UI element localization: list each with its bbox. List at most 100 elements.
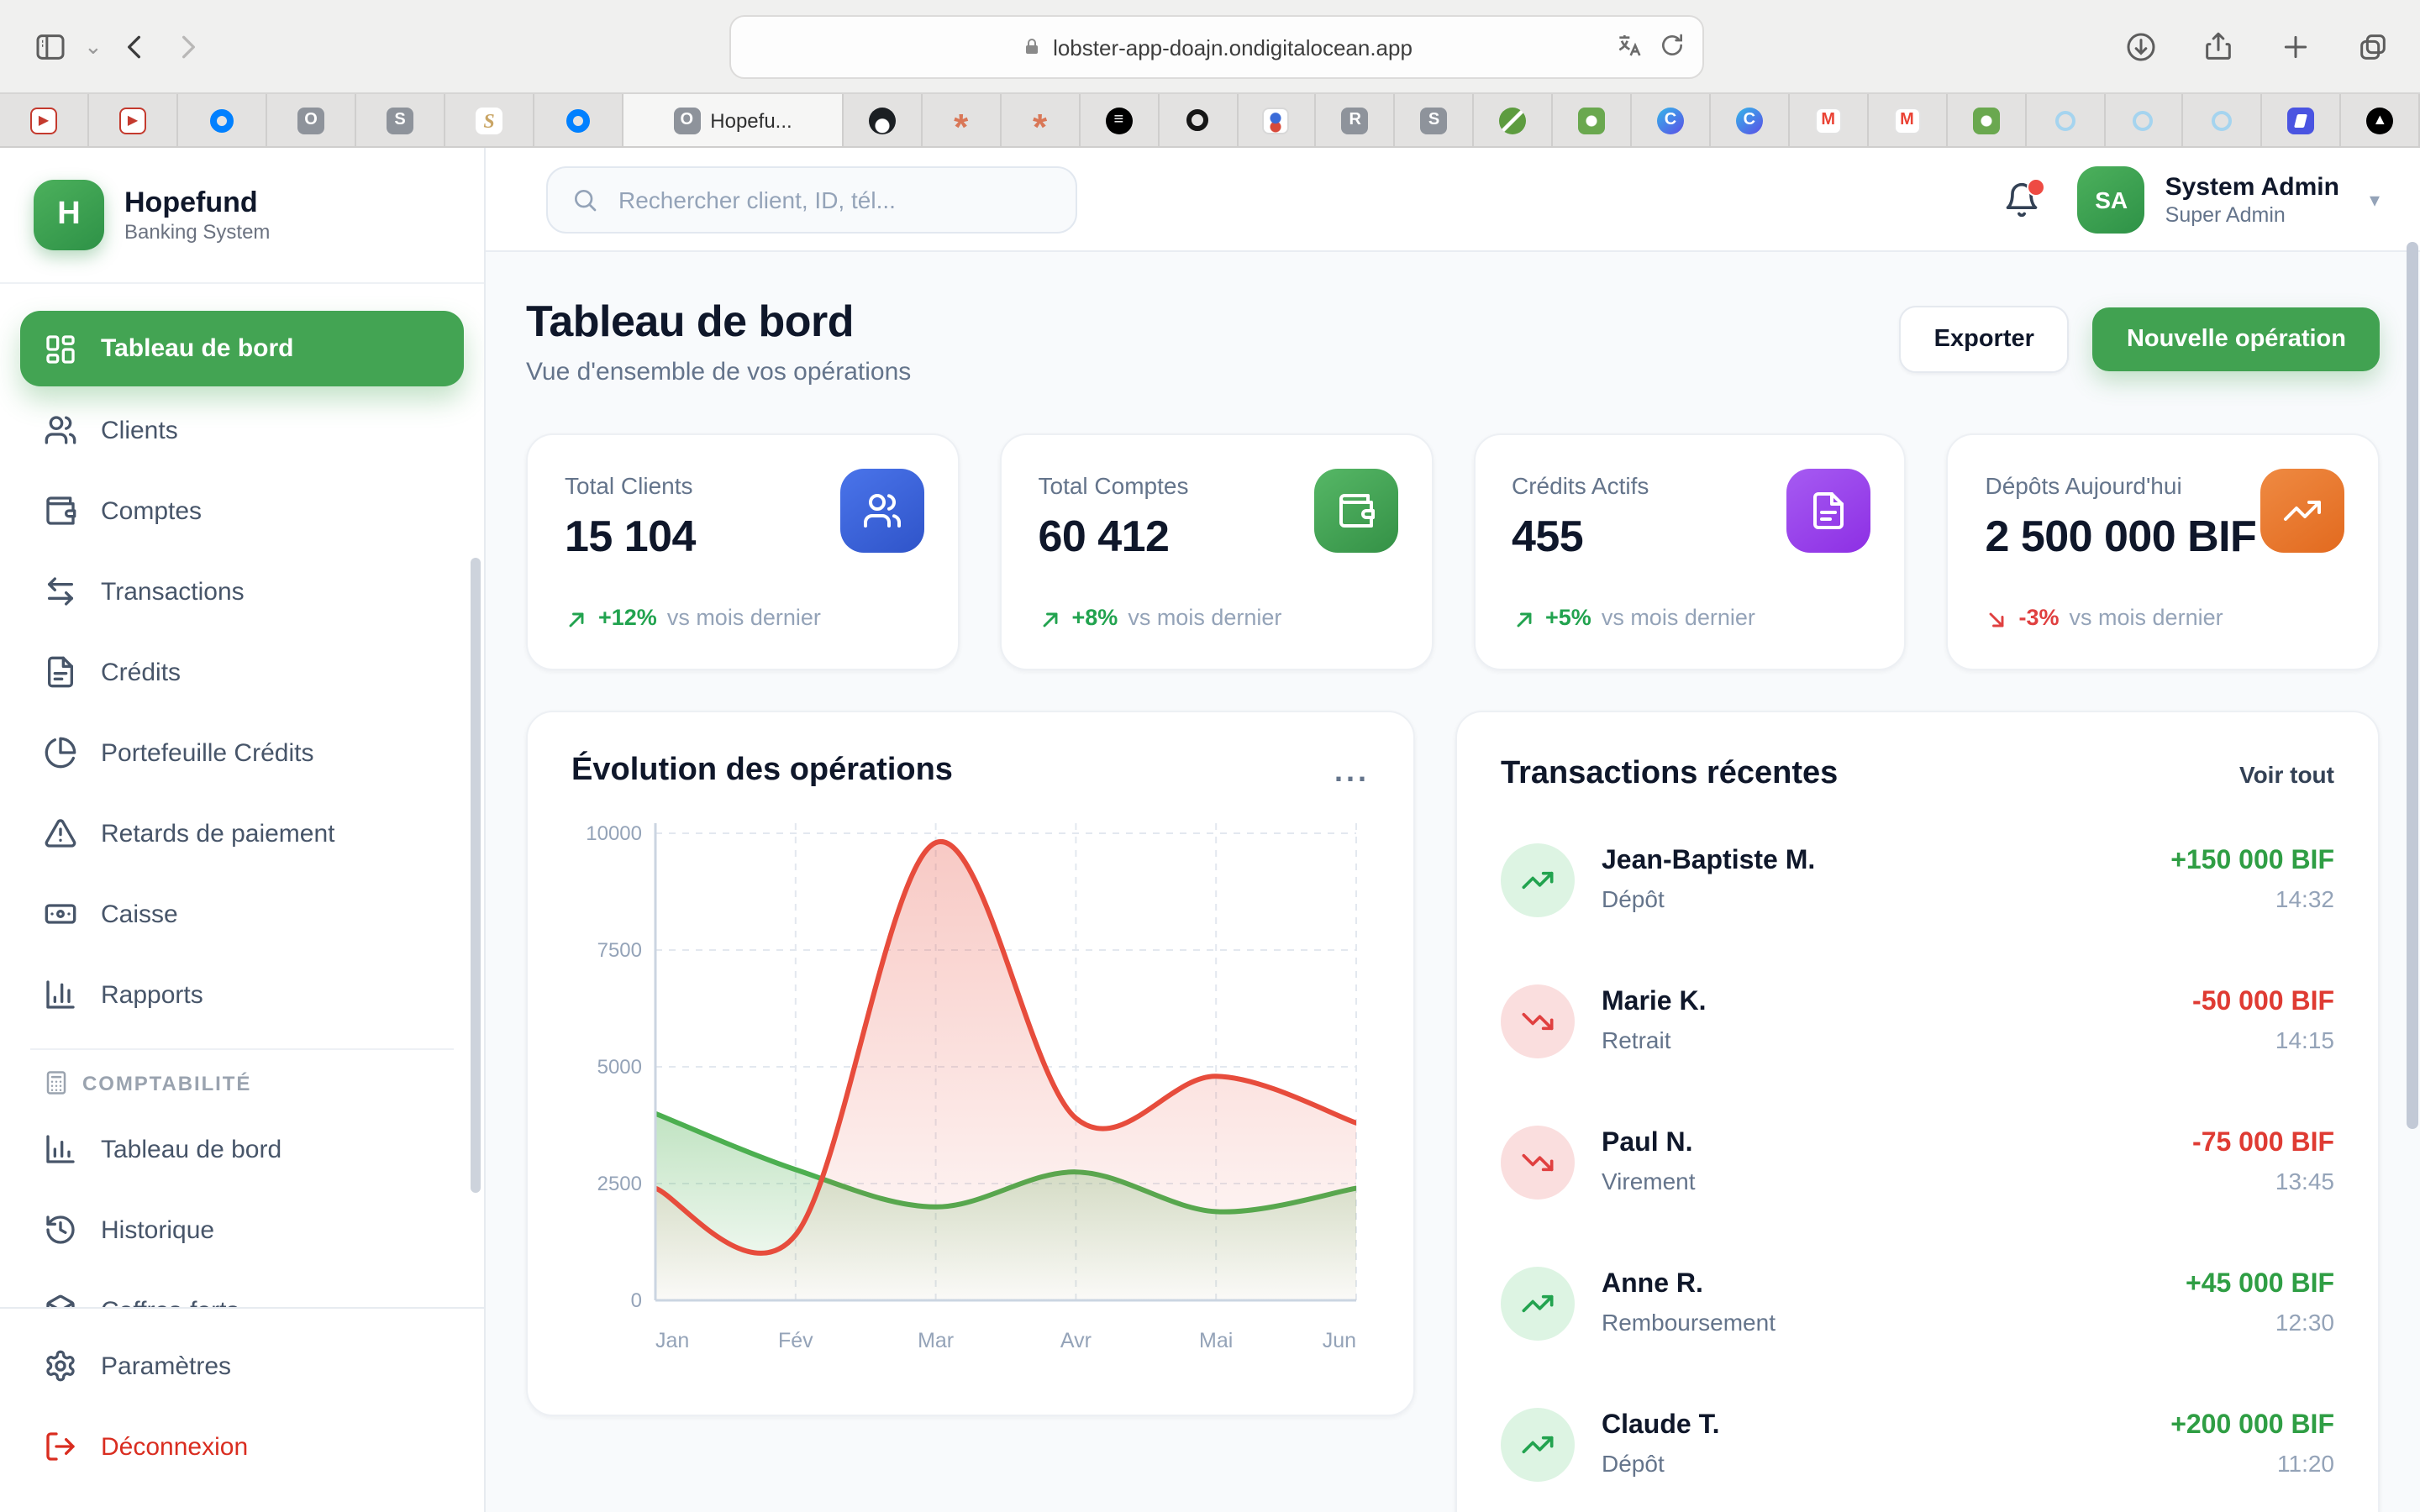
tab-gray-r[interactable]: R xyxy=(1317,94,1396,146)
transaction-name: Anne R. xyxy=(1602,1270,1703,1299)
user-menu[interactable]: SA System Admin Super Admin ▾ xyxy=(2077,165,2380,233)
pinned-tab-gold-script[interactable]: S xyxy=(445,94,534,146)
sidebar-item-reports[interactable]: Rapports xyxy=(20,958,464,1032)
sidebar-item-label: Rapports xyxy=(101,980,203,1009)
transaction-time: 12:30 xyxy=(2275,1309,2334,1336)
sidebar-item-credit-portfolio[interactable]: Portefeuille Crédits xyxy=(20,716,464,790)
transaction-row[interactable]: Jean-Baptiste M. Dépôt +150 000 BIF 14:3… xyxy=(1501,843,2334,916)
downloads-icon[interactable] xyxy=(2124,29,2158,63)
main-scrollbar[interactable] xyxy=(2407,242,2418,1129)
eclipse-favicon: ≡ xyxy=(1105,107,1133,134)
transaction-amount: +150 000 BIF xyxy=(2170,847,2334,875)
pinned-tab-digitalocean[interactable] xyxy=(178,94,267,146)
sidebar-section-accounting: COMPTABILITÉ xyxy=(20,1070,464,1095)
stat-label: Total Comptes xyxy=(1038,472,1189,499)
dashboard-icon xyxy=(46,334,75,363)
new-operation-button[interactable]: Nouvelle opération xyxy=(2092,307,2380,371)
sidebar-item-history[interactable]: Historique xyxy=(20,1193,464,1267)
sidebar-item-late-payments[interactable]: Retards de paiement xyxy=(20,796,464,870)
pinned-tab-red-doc[interactable]: ▶ xyxy=(89,94,178,146)
reload-icon[interactable] xyxy=(1659,32,1686,59)
sidebar-chevron-icon[interactable]: ⌄ xyxy=(84,33,103,58)
lock-icon xyxy=(1025,39,1038,54)
tab-circlec[interactable]: C xyxy=(1711,94,1790,146)
pinned-tab-digitalocean[interactable] xyxy=(534,94,623,146)
tab-cardgreen[interactable] xyxy=(1947,94,2027,146)
tab-scribble[interactable] xyxy=(2105,94,2184,146)
history-icon xyxy=(46,1215,75,1244)
sidebar-scrollbar[interactable] xyxy=(471,558,481,1193)
tab-github[interactable] xyxy=(844,94,923,146)
active-tab[interactable]: O Hopefu... xyxy=(623,94,844,146)
tab-scribble[interactable] xyxy=(2184,94,2263,146)
forward-button[interactable] xyxy=(170,29,203,63)
cardgreen-favicon xyxy=(1578,107,1606,134)
sidebar-item-cash[interactable]: Caisse xyxy=(20,877,464,951)
new-tab-icon[interactable] xyxy=(2279,29,2312,63)
notifications-button[interactable] xyxy=(2004,177,2046,218)
sidebar-item-label: Tableau de bord xyxy=(101,1135,282,1163)
share-icon[interactable] xyxy=(2202,29,2235,63)
tab-rabbit[interactable] xyxy=(1238,94,1317,146)
tab-vercel[interactable]: ▲ xyxy=(2341,94,2420,146)
tab-bluesq[interactable] xyxy=(2263,94,2342,146)
stat-value: 2 500 000 BIF xyxy=(1985,511,2257,561)
users-icon xyxy=(839,469,924,553)
sidebar-item-logout[interactable]: Déconnexion xyxy=(20,1410,464,1483)
transaction-amount: +45 000 BIF xyxy=(2186,1270,2334,1299)
stat-value: 455 xyxy=(1512,511,1584,561)
tab-leaf[interactable] xyxy=(1475,94,1554,146)
tab-strip: ▶ ▶ O S S O Hopefu... * * ≡ R S C C M M ▲ xyxy=(0,94,2420,148)
export-button[interactable]: Exporter xyxy=(1898,306,2070,373)
transaction-row[interactable]: Claude T. Dépôt +200 000 BIF 11:20 xyxy=(1501,1407,2334,1481)
github-favicon xyxy=(868,107,896,134)
svg-text:Avr: Avr xyxy=(1060,1328,1092,1352)
sidebar-item-accounting-dashboard[interactable]: Tableau de bord xyxy=(20,1112,464,1186)
transaction-row[interactable]: Anne R. Remboursement +45 000 BIF 12:30 xyxy=(1501,1266,2334,1340)
stat-compare: vs mois dernier xyxy=(666,604,821,629)
pinned-tab-gray-s[interactable]: S xyxy=(356,94,445,146)
tab-eclipse[interactable]: ≡ xyxy=(1080,94,1160,146)
translate-icon[interactable] xyxy=(1615,32,1642,59)
sidebar-item-credits[interactable]: Crédits xyxy=(20,635,464,709)
sidebar-item-dashboard[interactable]: Tableau de bord xyxy=(20,311,464,386)
stat-value: 60 412 xyxy=(1038,511,1170,561)
tab-overview-icon[interactable] xyxy=(2356,29,2390,63)
sidebar-toggle-icon[interactable] xyxy=(34,29,67,63)
address-bar[interactable]: lobster-app-doajn.ondigitalocean.app xyxy=(729,15,1704,79)
transaction-row[interactable]: Marie K. Retrait -50 000 BIF 14:15 xyxy=(1501,984,2334,1058)
tab-openai[interactable] xyxy=(1159,94,1239,146)
tab-gmail[interactable]: M xyxy=(1869,94,1948,146)
tab-cardgreen[interactable] xyxy=(1553,94,1633,146)
trend-up-icon xyxy=(1501,1266,1575,1340)
chart-menu-button[interactable]: ... xyxy=(1334,753,1370,787)
transaction-row[interactable]: Paul N. Virement -75 000 BIF 13:45 xyxy=(1501,1125,2334,1199)
sidebar-item-clients[interactable]: Clients xyxy=(20,393,464,467)
pinned-tab-red-doc[interactable]: ▶ xyxy=(0,94,89,146)
sidebar-item-label: Clients xyxy=(101,416,178,444)
trend-up-icon xyxy=(1501,1407,1575,1481)
tab-claude[interactable]: * xyxy=(923,94,1002,146)
stat-card-active-credits: Crédits Actifs 455 +5% vs mois dernier xyxy=(1473,433,1907,669)
page-title: Tableau de bord xyxy=(526,296,854,346)
back-button[interactable] xyxy=(119,29,153,63)
sidebar-item-transactions[interactable]: Transactions xyxy=(20,554,464,628)
trend-down-icon xyxy=(1990,612,2004,627)
sidebar: H Hopefund Banking System Tableau de bor… xyxy=(0,148,486,1512)
tab-scribble[interactable] xyxy=(2026,94,2105,146)
stat-label: Dépôts Aujourd'hui xyxy=(1985,472,2182,499)
users-icon xyxy=(45,416,76,444)
tab-claude[interactable]: * xyxy=(1002,94,1081,146)
transaction-amount: -75 000 BIF xyxy=(2192,1129,2334,1158)
sidebar-item-accounts[interactable]: Comptes xyxy=(20,474,464,548)
tab-gray-s[interactable]: S xyxy=(1396,94,1475,146)
tab-circlec[interactable]: C xyxy=(1632,94,1711,146)
view-all-link[interactable]: Voir tout xyxy=(2238,760,2334,787)
stat-cards: Total Clients 15 104 +12% vs mois dernie… xyxy=(526,433,2380,669)
pinned-tab-gray-o[interactable]: O xyxy=(267,94,356,146)
search-input[interactable] xyxy=(615,184,1052,214)
sidebar-item-settings[interactable]: Paramètres xyxy=(20,1329,464,1403)
sidebar-item-vaults[interactable]: Coffres-forts xyxy=(20,1273,464,1307)
transaction-time: 13:45 xyxy=(2275,1168,2334,1194)
tab-gmail[interactable]: M xyxy=(1790,94,1869,146)
